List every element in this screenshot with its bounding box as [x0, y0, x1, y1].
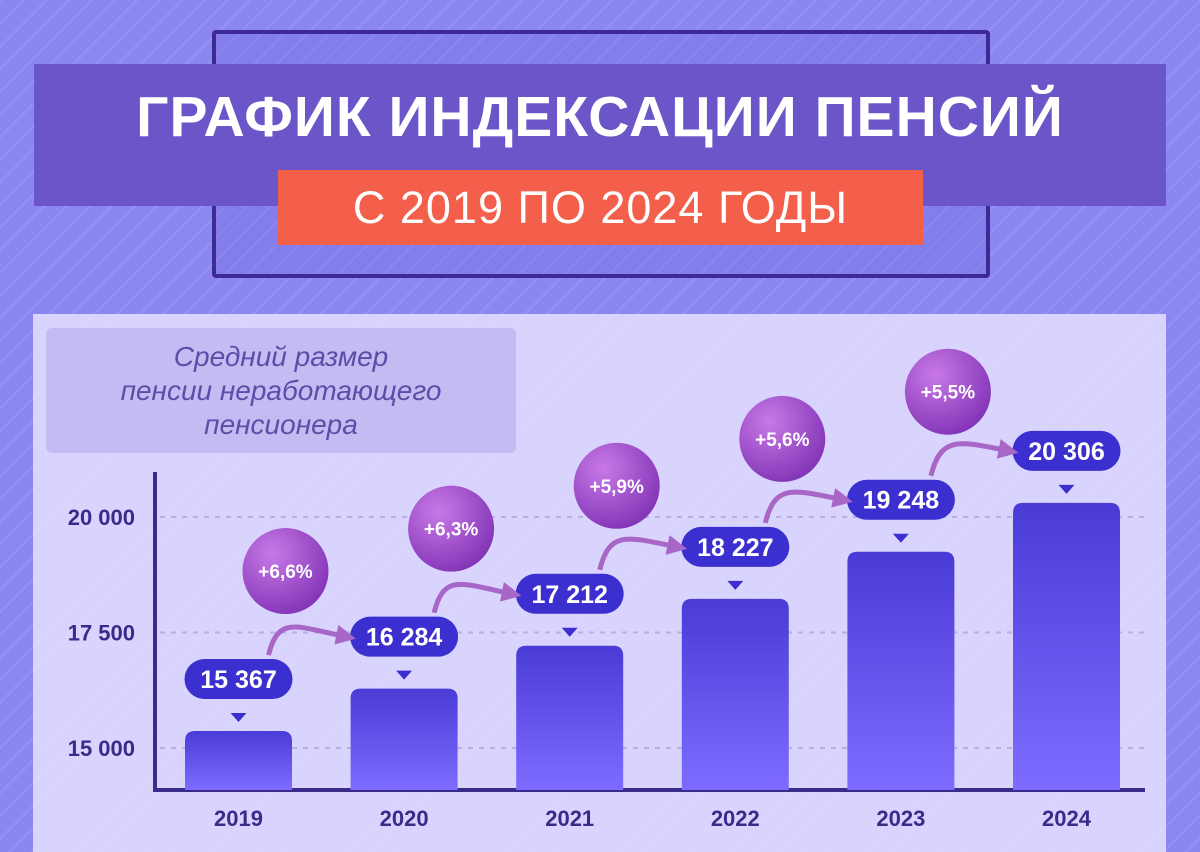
growth-badge	[904, 348, 991, 435]
value-pointer	[230, 713, 247, 723]
value-label: 16 284	[366, 624, 443, 652]
caption-line-1: Средний размер	[173, 340, 389, 372]
page-subtitle: С 2019 ПО 2024 ГОДЫ	[352, 181, 849, 233]
value-pill	[846, 479, 955, 520]
bar-2021	[516, 645, 624, 790]
growth-arrow	[266, 624, 356, 656]
value-pill	[1012, 430, 1121, 471]
growth-arrow	[431, 581, 522, 614]
bar-2019	[185, 731, 292, 790]
growth-label: +5,6%	[755, 430, 810, 451]
x-tick-label: 2021	[545, 806, 594, 831]
growth-arrow	[597, 535, 688, 571]
value-pointer	[727, 580, 744, 590]
y-tick-label: 20 000	[68, 505, 135, 530]
growth-label: +6,6%	[258, 562, 313, 583]
x-tick-label: 2020	[380, 806, 429, 831]
value-pointer	[1058, 484, 1075, 494]
growth-arrow	[762, 487, 853, 524]
chart-caption: Средний размер пенсии неработающего пенс…	[46, 328, 516, 453]
value-pill	[515, 573, 624, 614]
growth-badge	[573, 442, 660, 529]
value-pill	[350, 616, 459, 657]
y-tick-label: 15 000	[68, 736, 135, 761]
growth-label: +6,3%	[424, 520, 479, 541]
growth-badge	[739, 395, 826, 482]
value-pointer	[892, 533, 909, 543]
x-tick-label: 2024	[1042, 806, 1092, 831]
bar-2023	[847, 551, 955, 790]
bar-2020	[350, 688, 458, 790]
x-tick-label: 2023	[876, 806, 925, 831]
value-pill	[681, 526, 790, 567]
caption-line-3: пенсионера	[204, 408, 358, 440]
growth-label: +5,5%	[921, 383, 976, 404]
page-title: ГРАФИК ИНДЕКСАЦИИ ПЕНСИЙ	[136, 85, 1064, 149]
x-tick-label: 2019	[214, 806, 263, 831]
value-label: 15 367	[200, 666, 276, 694]
caption-line-2: пенсии неработающего	[120, 374, 442, 406]
y-tick-label: 17 500	[68, 621, 135, 646]
value-pill	[184, 659, 293, 700]
growth-arrow	[928, 439, 1019, 477]
value-label: 17 212	[531, 581, 607, 609]
value-label: 18 227	[697, 534, 773, 562]
growth-label: +5,9%	[589, 477, 644, 498]
value-label: 20 306	[1028, 438, 1104, 466]
x-tick-label: 2022	[711, 806, 760, 831]
value-label: 19 248	[863, 487, 940, 515]
value-pointer	[561, 627, 578, 637]
growth-badge	[242, 528, 329, 615]
value-pointer	[396, 670, 413, 680]
subtitle-banner: С 2019 ПО 2024 ГОДЫ	[278, 170, 923, 245]
bar-2024	[1013, 502, 1120, 790]
growth-badge	[408, 485, 495, 572]
bar-2022	[681, 598, 789, 790]
